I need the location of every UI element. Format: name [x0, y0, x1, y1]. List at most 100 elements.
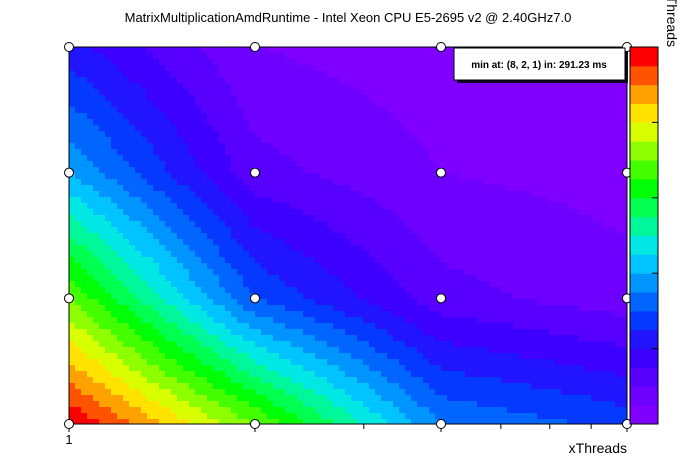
heatmap-cell — [225, 359, 232, 366]
heatmap-cell — [405, 287, 412, 294]
heatmap-cell — [129, 257, 136, 264]
heatmap-cell — [495, 185, 502, 192]
heatmap-cell — [201, 119, 208, 126]
heatmap-cell — [147, 419, 154, 425]
heatmap-cell — [321, 77, 328, 84]
heatmap-cell — [273, 137, 280, 144]
heatmap-cell — [237, 287, 244, 294]
heatmap-cell — [261, 263, 268, 270]
heatmap-cell — [123, 419, 130, 425]
heatmap-cell — [279, 389, 286, 396]
heatmap-cell — [459, 269, 466, 276]
heatmap-cell — [429, 53, 436, 60]
heatmap-cell — [393, 347, 400, 354]
heatmap-cell — [537, 209, 544, 216]
heatmap-cell — [219, 203, 226, 210]
heatmap-cell — [135, 77, 142, 84]
heatmap-cell — [357, 305, 364, 312]
heatmap-cell — [273, 299, 280, 306]
heatmap-cell — [237, 137, 244, 144]
heatmap-cell — [327, 245, 334, 252]
heatmap-cell — [129, 125, 136, 132]
heatmap-cell — [477, 125, 484, 132]
heatmap-cell — [147, 149, 154, 156]
heatmap-cell — [123, 305, 130, 312]
heatmap-cell — [93, 203, 100, 210]
heatmap-cell — [519, 143, 526, 150]
heatmap-cell — [171, 107, 178, 114]
heatmap-cell — [345, 347, 352, 354]
heatmap-cell — [465, 341, 472, 348]
heatmap-cell — [135, 107, 142, 114]
heatmap-cell — [189, 365, 196, 372]
heatmap-cell — [123, 101, 130, 108]
heatmap-cell — [87, 347, 94, 354]
heatmap-cell — [171, 389, 178, 396]
heatmap-cell — [399, 317, 406, 324]
heatmap-cell — [351, 353, 358, 360]
heatmap-cell — [93, 221, 100, 228]
heatmap-cell — [225, 155, 232, 162]
heatmap-cell — [381, 131, 388, 138]
heatmap-cell — [237, 221, 244, 228]
heatmap-cell — [135, 65, 142, 72]
heatmap-cell — [441, 269, 448, 276]
heatmap-cell — [231, 209, 238, 216]
heatmap-cell — [111, 365, 118, 372]
heatmap-cell — [489, 257, 496, 264]
heatmap-cell — [141, 143, 148, 150]
heatmap-cell — [195, 143, 202, 150]
heatmap-cell — [447, 125, 454, 132]
heatmap-cell — [129, 173, 136, 180]
heatmap-cell — [189, 107, 196, 114]
heatmap-cell — [75, 89, 82, 96]
heatmap-cell — [195, 95, 202, 102]
heatmap-cell — [243, 155, 250, 162]
heatmap-cell — [207, 275, 214, 282]
heatmap-cell — [393, 143, 400, 150]
heatmap-cell — [327, 383, 334, 390]
heatmap-cell — [261, 347, 268, 354]
heatmap-cell — [501, 155, 508, 162]
heatmap-cell — [411, 227, 418, 234]
heatmap-cell — [135, 125, 142, 132]
heatmap-cell — [117, 185, 124, 192]
heatmap-cell — [219, 245, 226, 252]
heatmap-cell — [111, 197, 118, 204]
heatmap-cell — [87, 197, 94, 204]
heatmap-cell — [363, 89, 370, 96]
heatmap-cell — [159, 221, 166, 228]
heatmap-cell — [291, 419, 298, 425]
heatmap-cell — [171, 167, 178, 174]
heatmap-cell — [309, 395, 316, 402]
heatmap-cell — [339, 401, 346, 408]
heatmap-cell — [177, 89, 184, 96]
heatmap-cell — [369, 395, 376, 402]
heatmap-cell — [267, 47, 274, 54]
heatmap-cell — [189, 155, 196, 162]
heatmap-cell — [393, 83, 400, 90]
heatmap-cell — [453, 269, 460, 276]
heatmap-cell — [165, 341, 172, 348]
heatmap-cell — [141, 125, 148, 132]
heatmap-cell — [345, 89, 352, 96]
heatmap-cell — [183, 395, 190, 402]
heatmap-cell — [105, 245, 112, 252]
heatmap-cell — [441, 209, 448, 216]
heatmap-cell — [315, 329, 322, 336]
heatmap-cell — [153, 395, 160, 402]
heatmap-cell — [453, 377, 460, 384]
heatmap-cell — [429, 413, 436, 420]
heatmap-cell — [231, 179, 238, 186]
heatmap-cell — [441, 215, 448, 222]
heatmap-cell — [429, 239, 436, 246]
heatmap-cell — [417, 137, 424, 144]
heatmap-cell — [459, 101, 466, 108]
heatmap-cell — [81, 377, 88, 384]
heatmap-cell — [129, 47, 136, 54]
heatmap-cell — [381, 47, 388, 54]
heatmap-cell — [261, 119, 268, 126]
heatmap-cell — [237, 407, 244, 414]
heatmap-cell — [423, 161, 430, 168]
heatmap-cell — [309, 275, 316, 282]
